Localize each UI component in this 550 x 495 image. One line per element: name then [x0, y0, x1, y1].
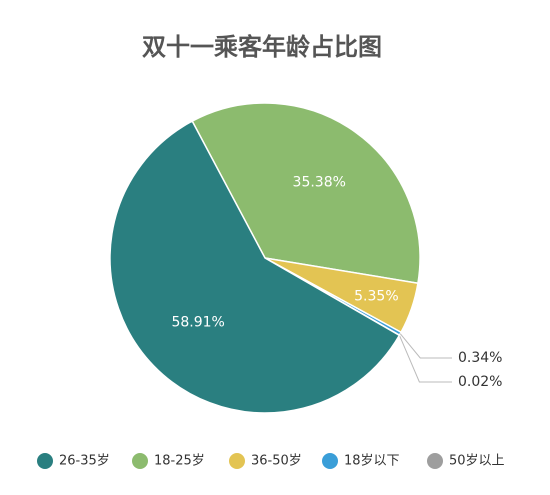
slice-label: 58.91%: [171, 315, 224, 331]
legend-label: 18岁以下: [344, 454, 400, 469]
legend-swatch: [427, 453, 443, 469]
legend-label: 26-35岁: [59, 454, 110, 469]
slice-label: 35.38%: [293, 174, 346, 190]
legend-label: 18-25岁: [154, 454, 205, 469]
slice-label: 5.35%: [354, 288, 398, 304]
chart-title: 双十一乘客年龄占比图: [142, 33, 382, 61]
legend-swatch: [132, 453, 148, 469]
slice-label: 0.02%: [458, 374, 502, 390]
pie-slice: [191, 102, 421, 285]
legend-swatch: [322, 453, 338, 469]
legend-label: 36-50岁: [251, 454, 302, 469]
legend-label: 50岁以上: [449, 454, 505, 469]
legend-swatch: [229, 453, 245, 469]
leader-line: [399, 333, 452, 359]
slice-label: 0.34%: [458, 350, 502, 366]
legend-swatch: [37, 453, 53, 469]
pie-slice: [109, 120, 401, 414]
leader-line: [398, 335, 452, 383]
